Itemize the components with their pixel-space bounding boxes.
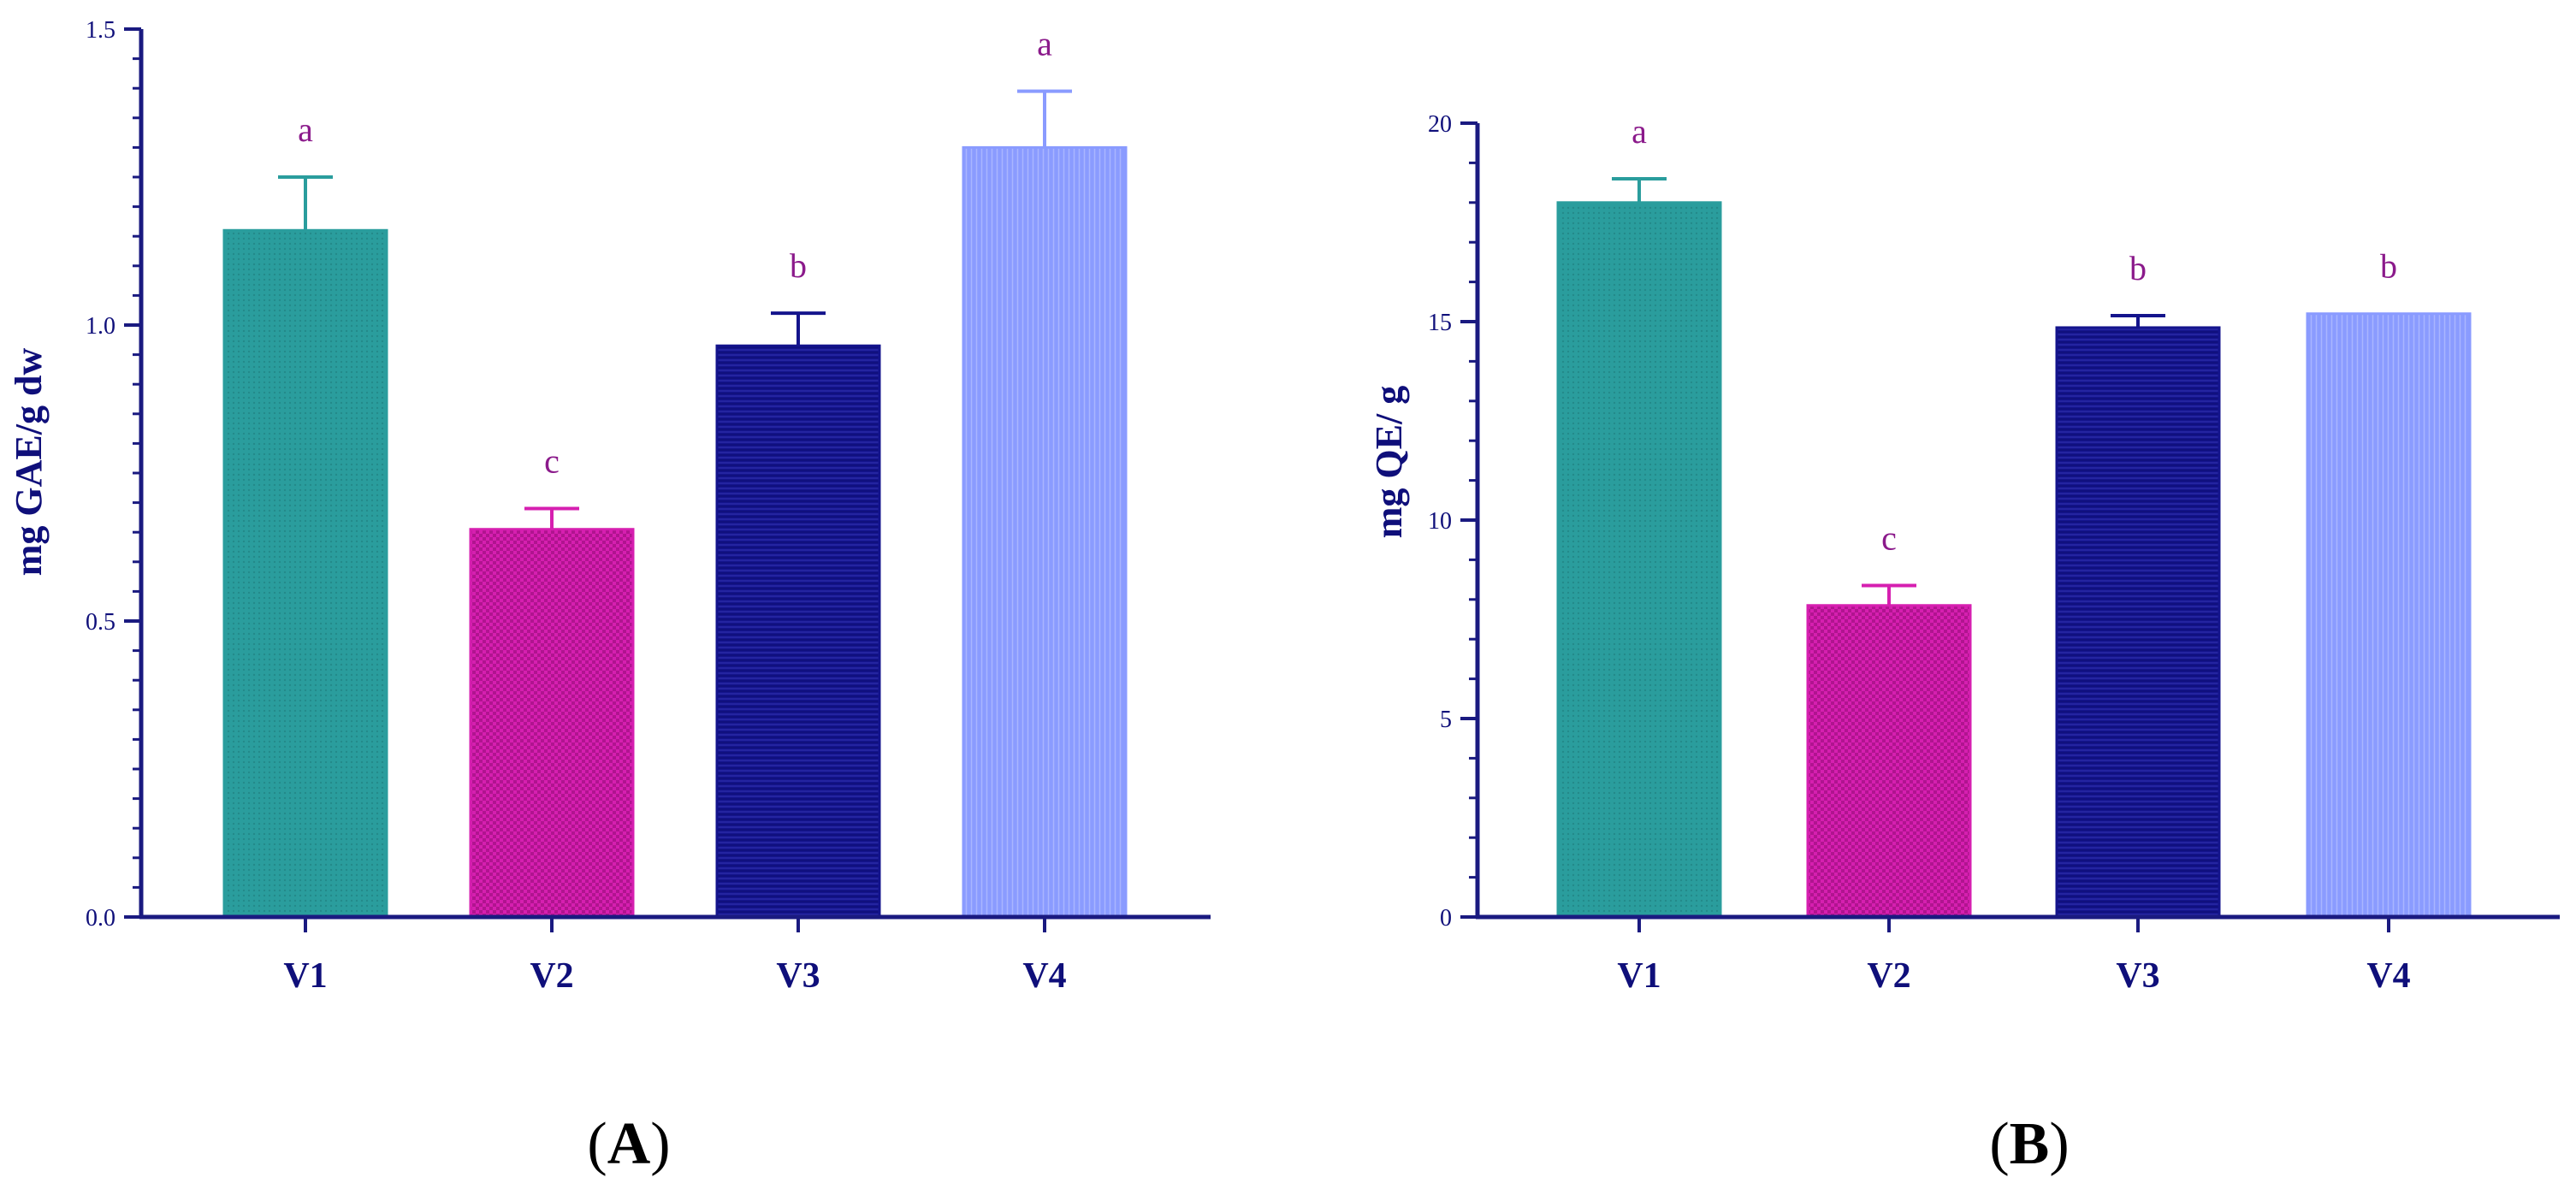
bar-v3 bbox=[2055, 326, 2221, 919]
panel-letter: A bbox=[607, 1111, 651, 1177]
chart-panel-a: 0.0 0.5 1.0 1.5 V1 V2 V3 V4 a c b a mg GAE/g dw (… bbox=[8, 17, 1211, 1177]
x-tick-label: V3 bbox=[776, 956, 820, 996]
x-tick-label: V1 bbox=[1617, 956, 1661, 996]
panel-letter: B bbox=[2010, 1111, 2050, 1177]
panel-label-b: (B) bbox=[1989, 1111, 2069, 1177]
bar-v1 bbox=[1556, 201, 1722, 919]
significance-label: a bbox=[298, 110, 313, 149]
x-tick-label: V2 bbox=[1867, 956, 1910, 996]
x-tick-labels: V1 V2 V3 V4 bbox=[1617, 956, 2410, 996]
y-tick-label: 10 bbox=[1428, 508, 1452, 535]
bar-v2 bbox=[469, 528, 635, 919]
significance-label: c bbox=[1881, 519, 1897, 558]
significance-label: b bbox=[2380, 247, 2397, 286]
y-tick-label: 20 bbox=[1428, 111, 1452, 138]
bar-v1 bbox=[222, 228, 388, 919]
x-tick-labels: V1 V2 V3 V4 bbox=[283, 956, 1066, 996]
x-tick-label: V1 bbox=[283, 956, 327, 996]
y-tick-label: 1.5 bbox=[86, 17, 115, 44]
y-tick-label: 0 bbox=[1440, 905, 1452, 932]
significance-labels: a c b a bbox=[298, 25, 1052, 481]
bar-v3 bbox=[715, 344, 881, 919]
chart-panel-b: 0 5 10 15 20 V1 V2 V3 V4 a c b b mg QE/ g (B) bbox=[1368, 111, 2560, 1177]
axes bbox=[124, 27, 1211, 932]
bar-v2 bbox=[1806, 604, 1972, 919]
y-tick-label: 1.0 bbox=[86, 313, 115, 340]
y-tick-label: 0.0 bbox=[86, 905, 115, 932]
x-tick-label: V4 bbox=[1022, 956, 1066, 996]
bar-group bbox=[222, 145, 1128, 919]
y-tick-labels: 0.0 0.5 1.0 1.5 bbox=[86, 17, 115, 932]
significance-label: b bbox=[2129, 249, 2147, 287]
x-tick-label: V3 bbox=[2116, 956, 2159, 996]
significance-label: a bbox=[1037, 25, 1052, 63]
x-tick-label: V2 bbox=[530, 956, 573, 996]
significance-label: b bbox=[790, 246, 807, 285]
y-axis-label: mg QE/ g bbox=[1368, 386, 1410, 538]
significance-label: a bbox=[1631, 112, 1647, 151]
y-tick-label: 5 bbox=[1440, 707, 1452, 733]
y-tick-label: 0.5 bbox=[86, 609, 115, 636]
error-bar-group bbox=[1612, 176, 2165, 606]
bar-group bbox=[1556, 201, 2472, 919]
significance-label: c bbox=[544, 442, 560, 481]
y-tick-label: 15 bbox=[1428, 310, 1452, 336]
bar-v4 bbox=[2306, 312, 2472, 919]
y-axis-label: mg GAE/g dw bbox=[8, 348, 50, 577]
axes bbox=[1460, 121, 2560, 932]
y-tick-labels: 0 5 10 15 20 bbox=[1428, 111, 1452, 932]
significance-labels: a c b b bbox=[1631, 112, 2397, 558]
bar-v4 bbox=[962, 145, 1128, 919]
panel-label-a: (A) bbox=[587, 1111, 670, 1177]
x-tick-label: V4 bbox=[2366, 956, 2410, 996]
error-bar-group bbox=[278, 89, 1072, 529]
